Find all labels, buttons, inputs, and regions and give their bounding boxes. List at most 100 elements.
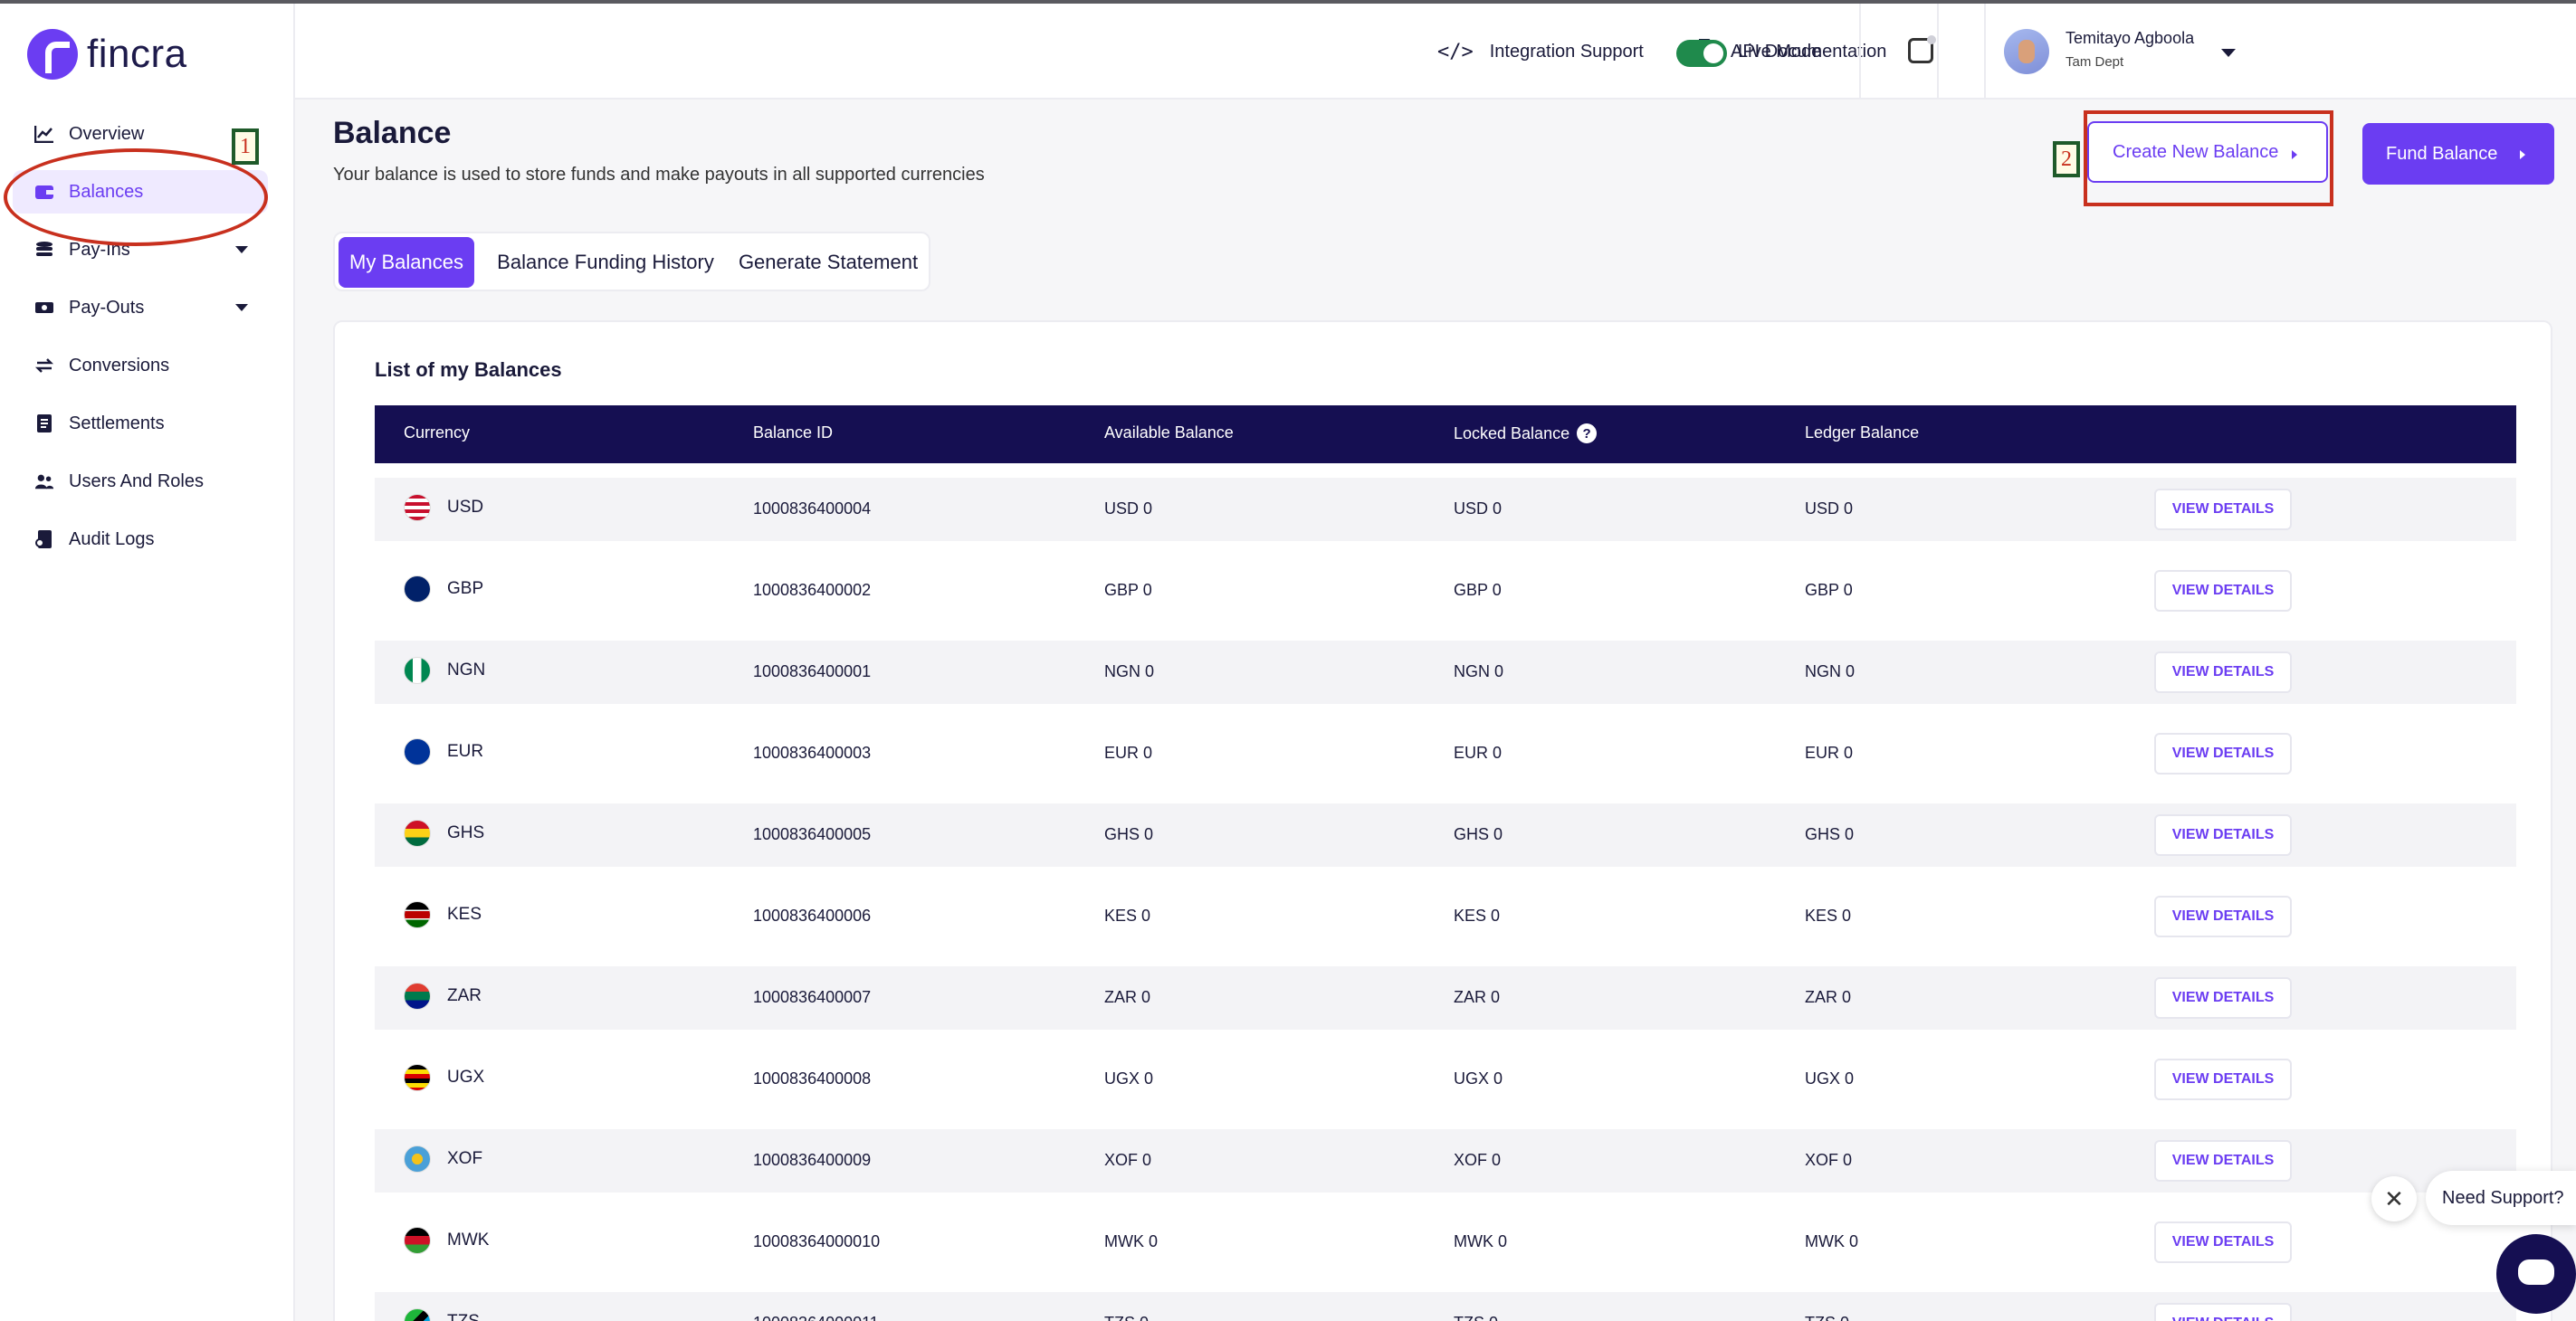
currency-cell: TZS: [404, 1308, 480, 1321]
balance-id-cell: 1000836400003: [753, 744, 872, 762]
create-new-balance-button[interactable]: Create New Balance: [2087, 121, 2328, 183]
locked-balance-cell: ZAR 0: [1454, 988, 1501, 1006]
zar-flag-icon: [404, 983, 431, 1010]
divider: [1859, 4, 1861, 100]
currency-code: NGN: [447, 660, 486, 680]
integration-support-label: Integration Support: [1489, 41, 1644, 62]
api-documentation-label: API Documentation: [1731, 41, 1887, 62]
sidebar-item-balances[interactable]: Balances: [13, 170, 268, 214]
fincra-logo[interactable]: fincra: [27, 27, 187, 81]
ledger-balance-cell: KES 0: [1805, 907, 1852, 925]
table-row: TZS 10008364000011 TZS 0 TZS 0 TZS 0 VIEW DET…: [375, 1292, 2516, 1321]
sidebar-item-audit-logs[interactable]: Audit Logs: [13, 518, 268, 561]
table-row: GHS 1000836400005 GHS 0 GHS 0 GHS 0 VIEW DETA…: [375, 803, 2516, 867]
sidebar-item-users-and-roles[interactable]: Users And Roles: [13, 460, 268, 503]
sidebar-item-overview[interactable]: Overview: [13, 112, 268, 156]
locked-balance-cell: EUR 0: [1454, 744, 1503, 762]
table-header: Currency Balance ID Available Balance Lo…: [375, 405, 2516, 463]
close-icon[interactable]: ✕: [2371, 1176, 2417, 1221]
coins-icon: [34, 240, 54, 260]
currency-code: TZS: [447, 1312, 480, 1321]
sidebar-item-settlements[interactable]: Settlements: [13, 402, 268, 445]
notification-icon[interactable]: [1908, 35, 1936, 63]
tab-my-balances[interactable]: My Balances: [339, 237, 474, 288]
fund-balance-button[interactable]: Fund Balance: [2362, 123, 2554, 185]
caret-right-icon: [2292, 150, 2297, 159]
currency-code: ZAR: [447, 986, 482, 1005]
annotation-label-1: 1: [232, 128, 259, 165]
balance-id-cell: 10008364000011: [753, 1314, 879, 1321]
view-details-button[interactable]: VIEW DETAILS: [2154, 1059, 2292, 1100]
chevron-down-icon[interactable]: [2221, 49, 2236, 57]
view-details-button[interactable]: VIEW DETAILS: [2154, 570, 2292, 612]
avatar[interactable]: [2004, 29, 2049, 74]
balance-id-cell: 1000836400007: [753, 988, 872, 1006]
view-details-button[interactable]: VIEW DETAILS: [2154, 651, 2292, 693]
currency-cell: USD: [404, 494, 483, 521]
divider: [1984, 4, 1986, 100]
table-row: MWK 10008364000010 MWK 0 MWK 0 MWK 0 VIEW DET…: [375, 1211, 2516, 1274]
currency-cell: KES: [404, 901, 482, 928]
sidebar-item-label: Pay-Outs: [69, 297, 145, 318]
tab-balance-funding-history[interactable]: Balance Funding History: [497, 251, 714, 273]
chevron-down-icon[interactable]: [235, 246, 248, 253]
xof-flag-icon: [404, 1145, 431, 1173]
table-row: XOF 1000836400009 XOF 0 XOF 0 XOF 0 VIEW DETA…: [375, 1129, 2516, 1193]
tab-generate-statement[interactable]: Generate Statement: [738, 251, 919, 273]
logo-mark-icon: [27, 29, 78, 80]
balance-id-cell: 1000836400008: [753, 1069, 872, 1088]
table-row: KES 1000836400006 KES 0 KES 0 KES 0 VIEW DETA…: [375, 885, 2516, 948]
sidebar-item-label: Conversions: [69, 355, 170, 375]
available-balance-cell: ZAR 0: [1104, 988, 1151, 1006]
view-details-button[interactable]: VIEW DETAILS: [2154, 489, 2292, 530]
sidebar-item-pay-outs[interactable]: Pay-Outs: [13, 286, 268, 329]
table-title: List of my Balances: [375, 358, 562, 381]
sidebar-item-conversions[interactable]: Conversions: [13, 344, 268, 387]
need-support-bubble[interactable]: Need Support?: [2426, 1171, 2576, 1225]
ledger-balance-cell: XOF 0: [1805, 1151, 1853, 1169]
balance-id-cell: 1000836400009: [753, 1151, 872, 1169]
code-icon: </>: [1437, 40, 1474, 63]
sidebar-item-label: Users And Roles: [69, 470, 204, 491]
window-top-border: [0, 0, 2576, 4]
integration-support-link[interactable]: </> Integration Support: [1437, 38, 1644, 65]
live-mode-toggle[interactable]: [1676, 40, 1727, 67]
view-details-button[interactable]: VIEW DETAILS: [2154, 977, 2292, 1019]
available-balance-cell: GHS 0: [1104, 825, 1154, 843]
help-icon[interactable]: ?: [1577, 423, 1598, 443]
view-details-button[interactable]: VIEW DETAILS: [2154, 814, 2292, 856]
locked-balance-cell: NGN 0: [1454, 662, 1504, 680]
divider: [1937, 4, 1939, 100]
view-details-button[interactable]: VIEW DETAILS: [2154, 896, 2292, 937]
fund-balance-label: Fund Balance: [2386, 143, 2498, 164]
mwk-flag-icon: [404, 1227, 431, 1254]
locked-balance-cell: TZS 0: [1454, 1314, 1498, 1321]
chevron-down-icon[interactable]: [235, 304, 248, 311]
view-details-button[interactable]: VIEW DETAILS: [2154, 1140, 2292, 1182]
document-icon: [34, 413, 54, 433]
currency-cell: UGX: [404, 1064, 484, 1091]
sidebar-item-pay-ins[interactable]: Pay-Ins: [13, 228, 268, 271]
log-icon: [34, 529, 54, 549]
currency-code: XOF: [447, 1149, 483, 1168]
balance-id-cell: 10008364000010: [753, 1232, 881, 1250]
chart-icon: [34, 124, 54, 144]
currency-code: USD: [447, 498, 484, 517]
view-details-button[interactable]: VIEW DETAILS: [2154, 1303, 2292, 1321]
balances-card: List of my Balances Currency Balance ID …: [333, 320, 2552, 1321]
available-balance-cell: USD 0: [1104, 499, 1153, 518]
wallet-icon: [34, 182, 54, 202]
view-details-button[interactable]: VIEW DETAILS: [2154, 733, 2292, 775]
annotation-label-2: 2: [2053, 141, 2080, 177]
available-balance-cell: KES 0: [1104, 907, 1151, 925]
available-balance-cell: NGN 0: [1104, 662, 1155, 680]
ngn-flag-icon: [404, 657, 431, 684]
ledger-balance-cell: EUR 0: [1805, 744, 1854, 762]
chat-icon[interactable]: [2496, 1234, 2576, 1314]
table-row: USD 1000836400004 USD 0 USD 0 USD 0 VIEW DETA…: [375, 478, 2516, 541]
currency-code: GHS: [447, 823, 485, 842]
user-department: Tam Dept: [2066, 54, 2124, 70]
currency-code: UGX: [447, 1068, 485, 1087]
view-details-button[interactable]: VIEW DETAILS: [2154, 1221, 2292, 1263]
balance-id-cell: 1000836400002: [753, 581, 872, 599]
